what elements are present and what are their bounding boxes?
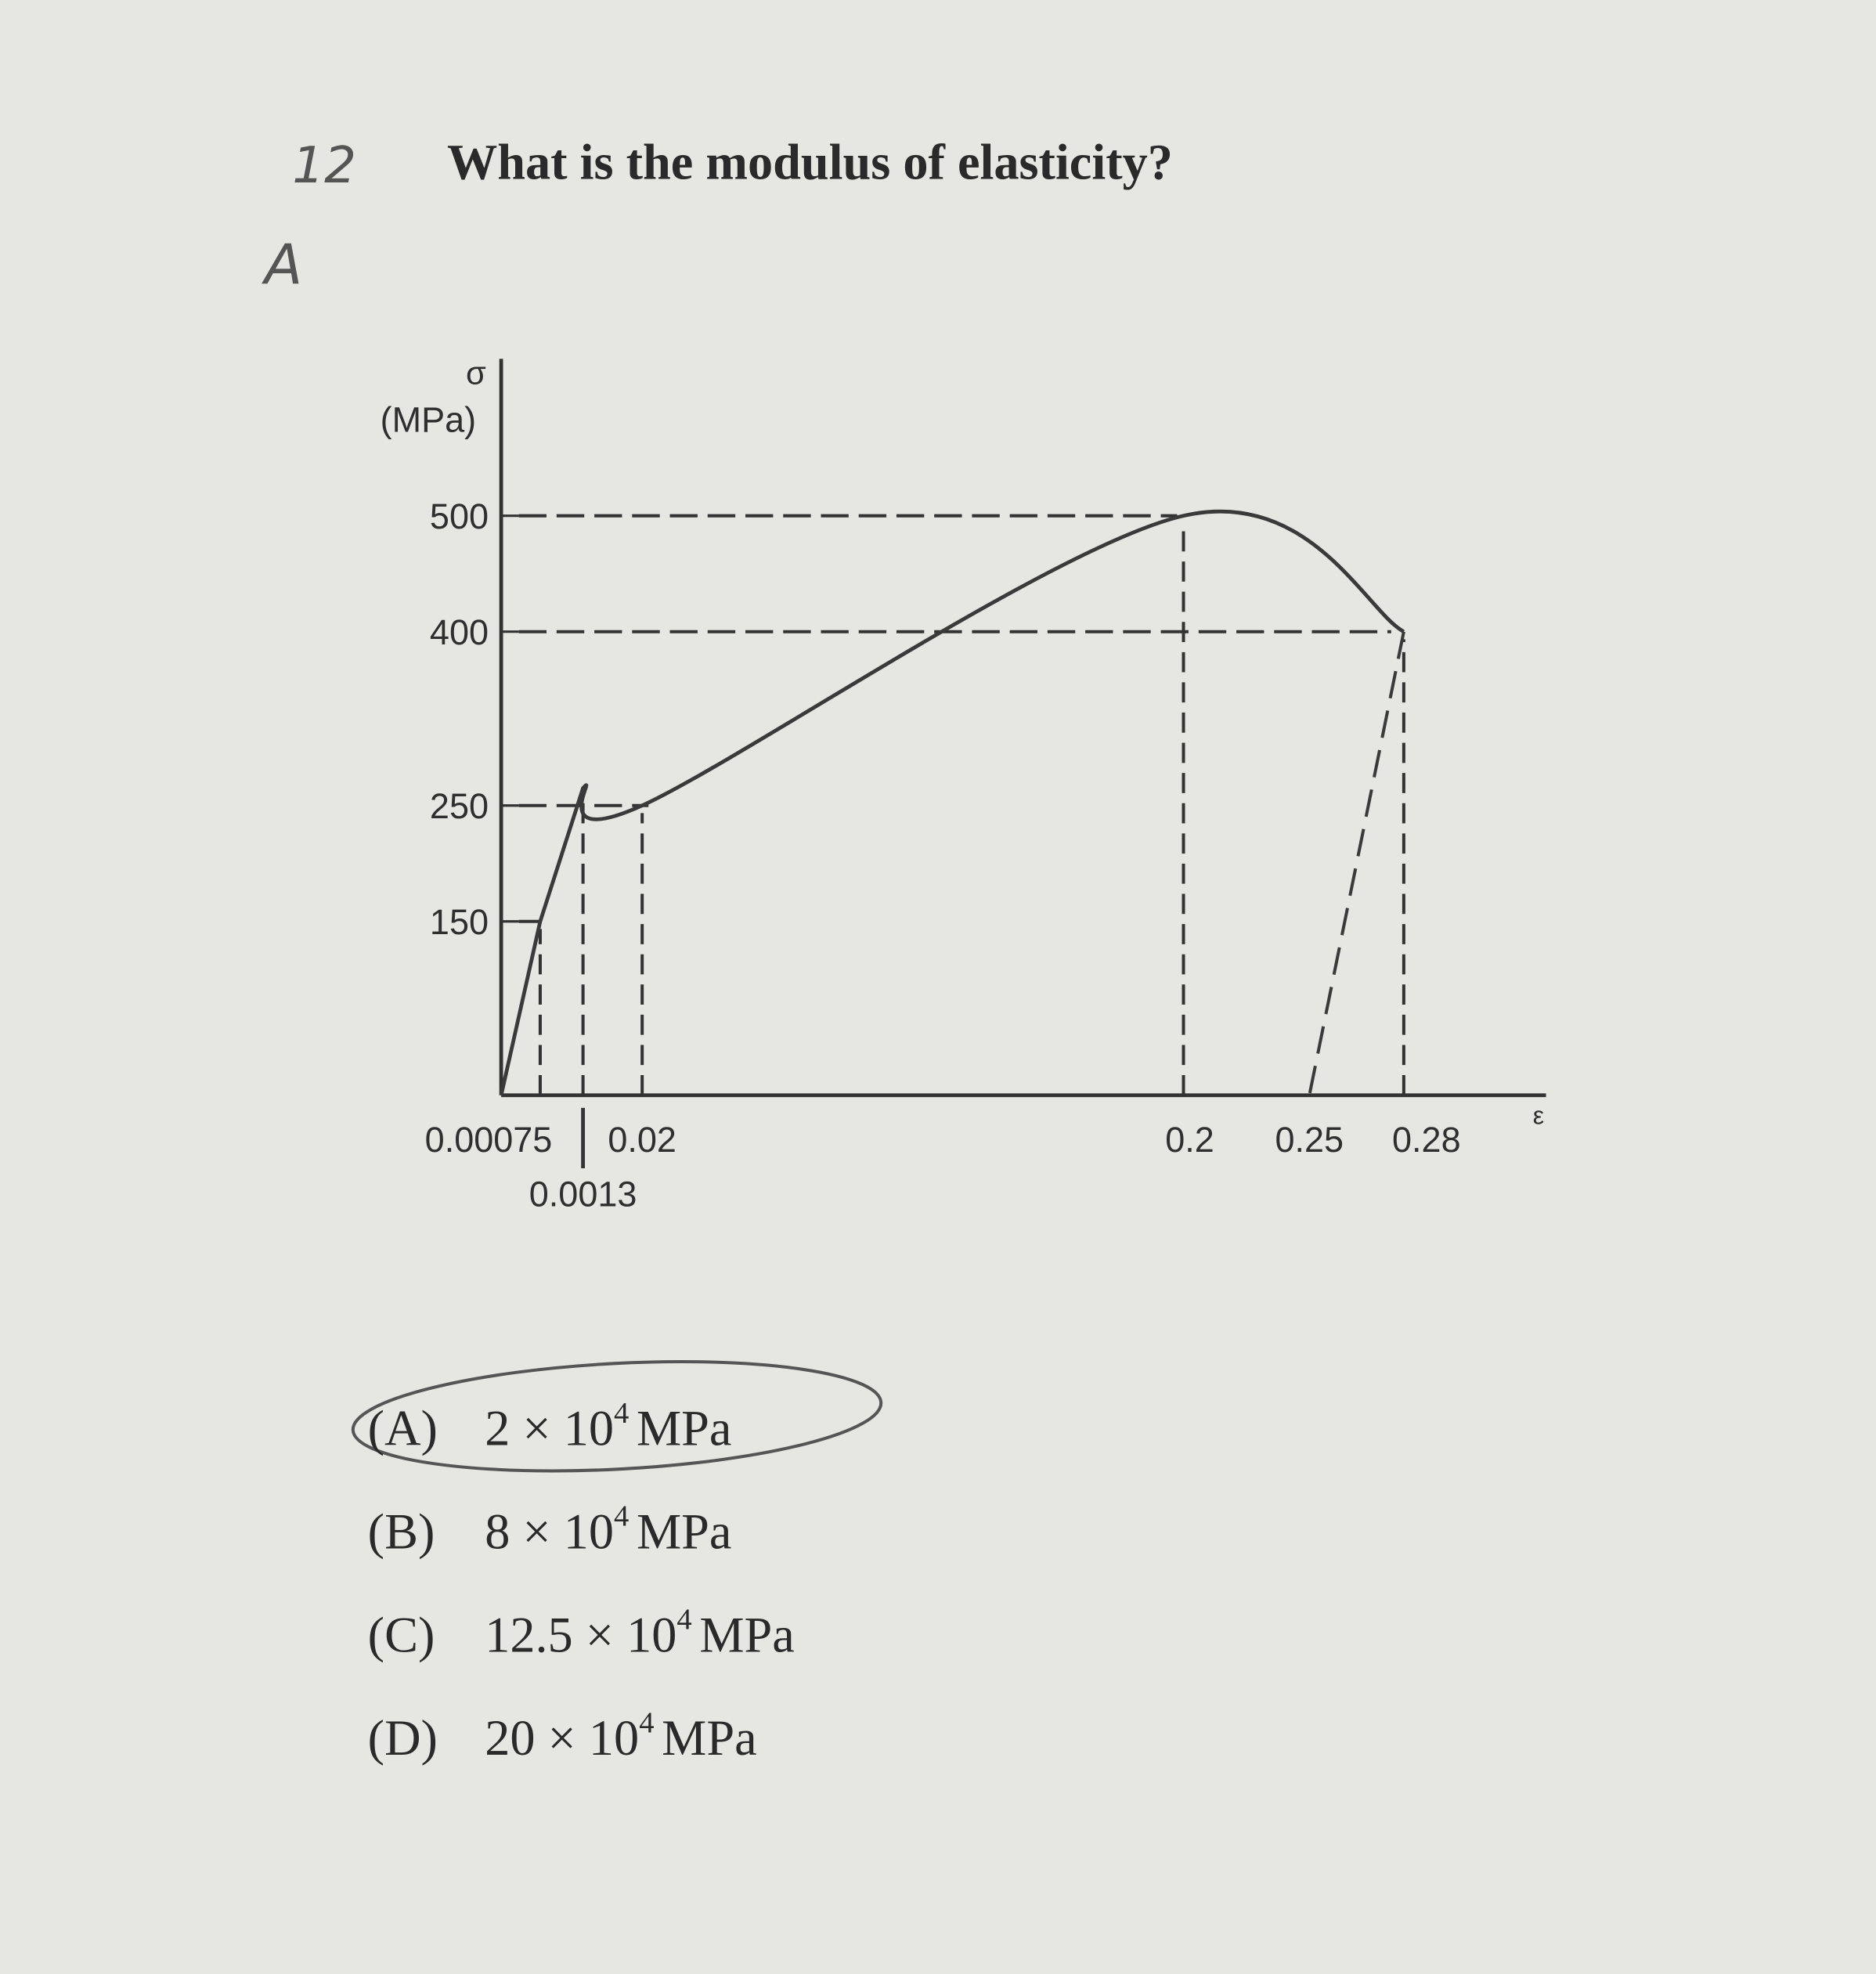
handwritten-answer: A bbox=[262, 232, 302, 297]
unit: MPa bbox=[637, 1401, 731, 1456]
exponent: 4 bbox=[639, 1706, 654, 1739]
chart: 150 250 400 500 0.00075 0.0013 0.02 0.2 0.25 0.28 bbox=[425, 496, 1461, 1214]
x-tick-label: 0.02 bbox=[608, 1120, 676, 1160]
y-axis-symbol: σ bbox=[466, 354, 486, 391]
option-label: (D) bbox=[368, 1710, 438, 1766]
x-tick-label: 0.00075 bbox=[425, 1120, 553, 1160]
unit: MPa bbox=[637, 1504, 731, 1560]
unit: MPa bbox=[662, 1710, 756, 1766]
coefficient: 12.5 × 10 bbox=[485, 1607, 676, 1662]
question-number: 12 bbox=[292, 136, 356, 195]
exponent: 4 bbox=[614, 1500, 629, 1533]
option-label: (C) bbox=[368, 1607, 435, 1662]
y-tick-label: 400 bbox=[430, 612, 489, 652]
options: (A) 2 × 104 MPa(B) 8 × 104 MPa(C) 12.5 × 104 M… bbox=[368, 1397, 795, 1766]
option-value: 20 × 104 MPa bbox=[485, 1706, 756, 1766]
y-tick-label: 150 bbox=[430, 902, 489, 942]
y-tick-label: 250 bbox=[430, 786, 489, 826]
exponent: 4 bbox=[614, 1397, 629, 1430]
option-value: 2 × 104 MPa bbox=[485, 1397, 731, 1456]
coefficient: 8 × 10 bbox=[485, 1504, 614, 1560]
option-label: (B) bbox=[368, 1504, 435, 1560]
y-tick-label: 500 bbox=[430, 496, 489, 536]
option-value: 8 × 104 MPa bbox=[485, 1500, 731, 1560]
coefficient: 20 × 10 bbox=[485, 1710, 639, 1766]
question-text: What is the modulus of elasticity? bbox=[447, 134, 1173, 189]
x-axis-label: ε bbox=[1533, 1102, 1544, 1130]
coefficient: 2 × 10 bbox=[485, 1401, 614, 1456]
x-tick-label: 0.25 bbox=[1275, 1120, 1344, 1160]
x-tick-label: 0.0013 bbox=[529, 1174, 637, 1214]
option-value: 12.5 × 104 MPa bbox=[485, 1603, 795, 1662]
curve bbox=[499, 509, 1405, 1096]
exponent: 4 bbox=[676, 1603, 691, 1636]
x-tick-label: 0.28 bbox=[1392, 1120, 1461, 1160]
y-axis-unit: (MPa) bbox=[381, 399, 477, 439]
unit: MPa bbox=[699, 1607, 794, 1662]
answer-circle bbox=[351, 1360, 883, 1473]
x-tick-label: 0.2 bbox=[1165, 1120, 1214, 1160]
option-label: (A) bbox=[368, 1401, 438, 1456]
